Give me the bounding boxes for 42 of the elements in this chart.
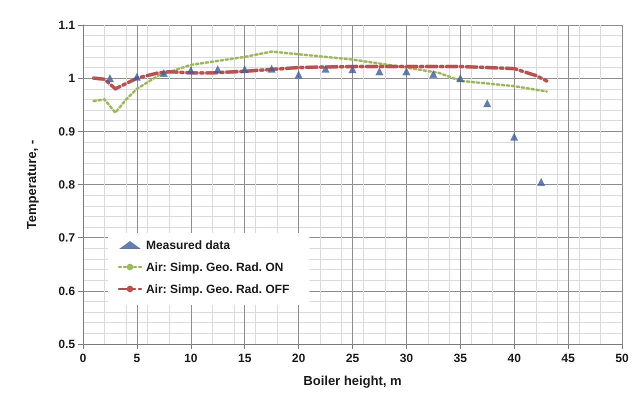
point bbox=[294, 70, 303, 78]
y-tick-label: 0.5 bbox=[58, 337, 76, 351]
point bbox=[268, 64, 276, 73]
x-axis-title: Boiler height, m bbox=[303, 373, 402, 388]
y-tick-label: 0.8 bbox=[58, 178, 76, 192]
x-tick-label: 45 bbox=[561, 351, 576, 365]
point bbox=[348, 65, 356, 74]
legend-label: Measured data bbox=[146, 238, 230, 252]
x-tick-label: 50 bbox=[615, 351, 629, 365]
x-tick-label: 10 bbox=[184, 351, 198, 365]
point bbox=[106, 74, 114, 82]
y-tick-label: 0.9 bbox=[58, 124, 76, 138]
x-tick-label: 20 bbox=[292, 351, 306, 365]
point bbox=[160, 68, 168, 77]
line-series bbox=[92, 64, 548, 91]
y-tick-label: 1.1 bbox=[58, 18, 76, 32]
point bbox=[510, 132, 518, 141]
point bbox=[240, 65, 249, 74]
legend-label: Air: Simp. Geo. Rad. ON bbox=[146, 260, 284, 274]
legend-label: Air: Simp. Geo. Rad. OFF bbox=[146, 282, 290, 296]
y-tick-label: 0.6 bbox=[58, 284, 76, 298]
y-tick-label: 0.7 bbox=[58, 230, 76, 245]
point bbox=[537, 178, 546, 186]
point bbox=[214, 65, 222, 74]
point bbox=[456, 74, 464, 82]
x-tick-label: 25 bbox=[346, 351, 360, 365]
point bbox=[132, 72, 141, 81]
line-series bbox=[92, 50, 548, 114]
x-tick-label: 15 bbox=[238, 351, 252, 365]
x-tick-label: 0 bbox=[80, 351, 87, 365]
y-tick-label: 1 bbox=[68, 71, 76, 86]
point bbox=[429, 70, 438, 78]
point bbox=[186, 66, 195, 74]
x-tick-label: 40 bbox=[508, 351, 522, 365]
x-tick-label: 35 bbox=[454, 351, 468, 365]
x-tick-label: 5 bbox=[134, 351, 141, 365]
point bbox=[402, 67, 410, 76]
point bbox=[322, 64, 330, 73]
y-axis-title: Temperature, - bbox=[24, 140, 39, 230]
point bbox=[375, 67, 384, 76]
x-tick-label: 30 bbox=[400, 351, 414, 365]
point bbox=[483, 99, 492, 108]
